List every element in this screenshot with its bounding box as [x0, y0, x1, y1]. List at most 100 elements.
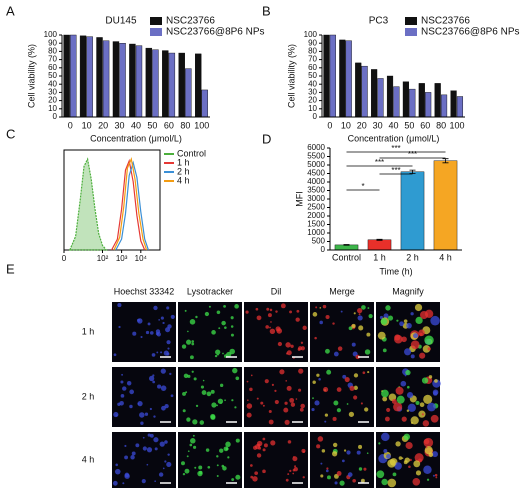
cell-signal: [193, 445, 197, 449]
cell-signal: [246, 403, 253, 409]
cell-signal: [263, 443, 268, 448]
cell-signal: [302, 325, 307, 330]
cell-signal: [153, 415, 156, 418]
cell-signal: [339, 480, 345, 486]
cell-signal: [399, 321, 404, 327]
cell-signal: [280, 303, 286, 309]
cell-signal: [360, 402, 363, 405]
cell-signal: [358, 467, 363, 471]
bar: [201, 89, 208, 118]
cell-signal: [222, 352, 224, 355]
cell-signal: [208, 305, 211, 308]
cell-signal: [383, 449, 388, 453]
significance-label: ***: [391, 166, 400, 175]
x-tick-label: 40: [131, 120, 141, 130]
cell-signal: [269, 308, 273, 312]
cell-signal: [413, 460, 421, 468]
cell-signal: [286, 352, 289, 355]
y-tick-label: 0: [321, 245, 326, 254]
cell-signal: [132, 331, 137, 336]
y-tick-label: 70: [308, 55, 317, 64]
y-axis-label: Cell viability (%): [286, 44, 296, 108]
cell-signal: [269, 328, 276, 335]
cell-signal: [415, 400, 420, 405]
cell-signal: [312, 312, 318, 317]
cell-signal: [162, 467, 165, 470]
cell-signal: [145, 330, 150, 335]
cell-signal: [298, 388, 302, 392]
histogram-curve: [115, 160, 149, 251]
cell-signal: [336, 408, 342, 413]
cell-signal: [333, 351, 339, 357]
y-tick-label: 1000: [307, 228, 325, 237]
bar: [425, 92, 432, 118]
cell-signal: [151, 353, 156, 357]
cell-signal: [268, 419, 274, 425]
cell-signal: [367, 371, 370, 374]
cell-signal: [297, 347, 301, 351]
cell-signal: [410, 421, 414, 424]
cell-signal: [406, 392, 414, 399]
cell-signal: [274, 389, 277, 393]
cell-signal: [290, 402, 296, 407]
cell-signal: [414, 303, 423, 312]
cell-signal: [316, 444, 321, 449]
y-tick-label: 500: [312, 237, 326, 246]
cell-signal: [154, 480, 157, 483]
cell-signal: [262, 404, 265, 407]
cell-signal: [289, 397, 295, 403]
cell-signal: [351, 342, 356, 347]
cell-signal: [326, 475, 331, 480]
cell-signal: [160, 385, 167, 391]
cell-signal: [130, 455, 135, 460]
cell-signal: [146, 447, 153, 453]
cell-signal: [415, 470, 422, 476]
cell-signal: [264, 379, 269, 384]
cell-signal: [227, 456, 230, 459]
cell-signal: [289, 310, 293, 314]
error-bar: [442, 158, 449, 164]
cell-signal: [381, 478, 388, 486]
cell-signal: [376, 470, 385, 479]
cell-signal: [287, 440, 292, 444]
cell-signal: [318, 377, 321, 381]
cell-signal: [347, 472, 353, 478]
bar: [377, 78, 384, 118]
legend-swatch: [150, 17, 162, 25]
cell-signal: [346, 403, 349, 405]
cell-signal: [184, 309, 187, 312]
cell-signal: [153, 437, 159, 443]
cell-signal: [349, 385, 355, 391]
cell-signal: [122, 386, 127, 391]
cell-signal: [195, 315, 198, 319]
legend-swatch: [405, 17, 417, 25]
cell-signal: [410, 312, 414, 316]
cell-signal: [121, 373, 124, 376]
cell-signal: [124, 444, 127, 447]
y-tick-label: 2000: [307, 211, 325, 220]
cell-signal: [113, 411, 119, 418]
bar: [323, 34, 330, 118]
cell-signal: [423, 465, 432, 474]
cell-signal: [285, 342, 291, 348]
cell-signal: [427, 347, 431, 351]
cell-signal: [426, 478, 430, 481]
cell-signal: [198, 465, 203, 470]
cell-signal: [333, 400, 339, 406]
cell-signal: [284, 419, 290, 425]
bar: [361, 65, 368, 118]
cell-signal: [148, 375, 155, 382]
cell-signal: [216, 474, 219, 477]
cell-signal: [392, 472, 397, 477]
cell-signal: [146, 463, 149, 466]
cell-signal: [189, 443, 193, 447]
cell-signal: [430, 315, 440, 326]
cell-signal: [398, 456, 403, 460]
x-axis-label: Concentration (μmol/L): [90, 133, 182, 143]
cell-signal: [199, 420, 205, 425]
x-tick-label: 10²: [97, 254, 109, 263]
significance-label: ***: [375, 158, 384, 167]
cell-signal: [211, 402, 217, 408]
cell-signal: [182, 391, 186, 396]
cell-signal: [363, 467, 367, 471]
